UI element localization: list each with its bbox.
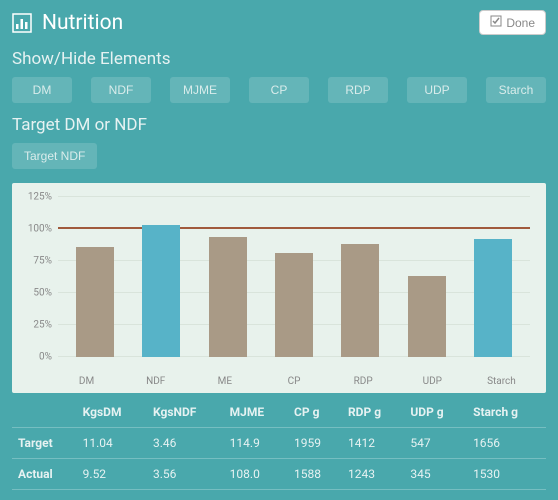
table-cell: 345 [404, 459, 467, 490]
nutrition-panel: Nutrition Done Show/Hide Elements DM NDF M… [0, 0, 558, 500]
nutrition-table: KgsDMKgsNDFMJMECP gRDP gUDP gStarch g Ta… [12, 397, 546, 490]
table-cell: 1530 [467, 459, 546, 490]
done-button[interactable]: Done [479, 10, 546, 35]
bar-starch [474, 239, 512, 357]
table-cell: 114.9 [224, 428, 288, 459]
check-icon [490, 15, 502, 30]
bar-me [209, 237, 247, 357]
table-row: Actual9.523.56108.0158812433451530 [12, 459, 546, 490]
x-axis-label: NDF [137, 376, 175, 387]
table-cell: 1959 [288, 428, 342, 459]
bar-rdp [341, 244, 379, 357]
table-header-row: KgsDMKgsNDFMJMECP gRDP gUDP gStarch g [12, 397, 546, 428]
x-axis-label: Starch [482, 376, 520, 387]
bar-udp [408, 276, 446, 357]
table-row: Target11.043.46114.9195914125471656 [12, 428, 546, 459]
table-cell: 1588 [288, 459, 342, 490]
table-cell: 108.0 [224, 459, 288, 490]
table-cell: 1412 [342, 428, 404, 459]
row-label-cell: Actual [12, 459, 77, 490]
x-axis-label: CP [275, 376, 313, 387]
table-cell: 547 [404, 428, 467, 459]
table-header-cell: UDP g [404, 397, 467, 428]
y-axis-label: 100% [22, 224, 52, 235]
toggle-rdp[interactable]: RDP [328, 77, 388, 103]
row-label-cell: Target [12, 428, 77, 459]
toggles-row: DM NDF MJME CP RDP UDP Starch [12, 77, 546, 103]
show-hide-label: Show/Hide Elements [12, 49, 546, 69]
y-axis-label: 125% [22, 192, 52, 203]
table-cell: 1656 [467, 428, 546, 459]
bars-container [58, 197, 530, 357]
y-axis-label: 0% [22, 352, 52, 363]
x-axis-label: ME [206, 376, 244, 387]
toggle-dm[interactable]: DM [12, 77, 72, 103]
table-cell: 3.56 [147, 459, 224, 490]
bar-chart-icon [12, 13, 32, 33]
table-header-cell: RDP g [342, 397, 404, 428]
panel-header: Nutrition Done [12, 10, 546, 35]
toggle-cp[interactable]: CP [249, 77, 309, 103]
table-header-cell: KgsDM [77, 397, 147, 428]
bar-dm [76, 247, 114, 357]
table-header-cell: KgsNDF [147, 397, 224, 428]
target-ndf-button[interactable]: Target NDF [12, 143, 97, 169]
panel-title: Nutrition [42, 11, 123, 35]
y-axis-label: 75% [22, 256, 52, 267]
x-axis-label: RDP [344, 376, 382, 387]
table-header-cell: Starch g [467, 397, 546, 428]
header-left: Nutrition [12, 11, 123, 35]
table-header-cell: CP g [288, 397, 342, 428]
table-cell: 1243 [342, 459, 404, 490]
toggle-mjme[interactable]: MJME [170, 77, 230, 103]
chart-x-labels: DM NDF ME CP RDP UDP Starch [48, 376, 540, 387]
x-axis-label: DM [68, 376, 106, 387]
bar-cp [275, 253, 313, 357]
table-cell: 9.52 [77, 459, 147, 490]
table-header-cell [12, 397, 77, 428]
chart-area: 0%25%50%75%100%125% [58, 197, 530, 357]
table-header-cell: MJME [224, 397, 288, 428]
bar-ndf [142, 225, 180, 357]
done-label: Done [506, 16, 535, 30]
table-body: Target11.043.46114.9195914125471656Actua… [12, 428, 546, 490]
y-axis-label: 50% [22, 288, 52, 299]
toggle-ndf[interactable]: NDF [91, 77, 151, 103]
toggle-udp[interactable]: UDP [407, 77, 467, 103]
nutrition-chart: 0%25%50%75%100%125% DMNDFMECPRDPUDPStarc… [12, 183, 546, 393]
y-axis-label: 25% [22, 320, 52, 331]
x-axis-label: UDP [413, 376, 451, 387]
toggle-starch[interactable]: Starch [486, 77, 546, 103]
table-cell: 3.46 [147, 428, 224, 459]
target-section-label: Target DM or NDF [12, 115, 546, 135]
table-cell: 11.04 [77, 428, 147, 459]
